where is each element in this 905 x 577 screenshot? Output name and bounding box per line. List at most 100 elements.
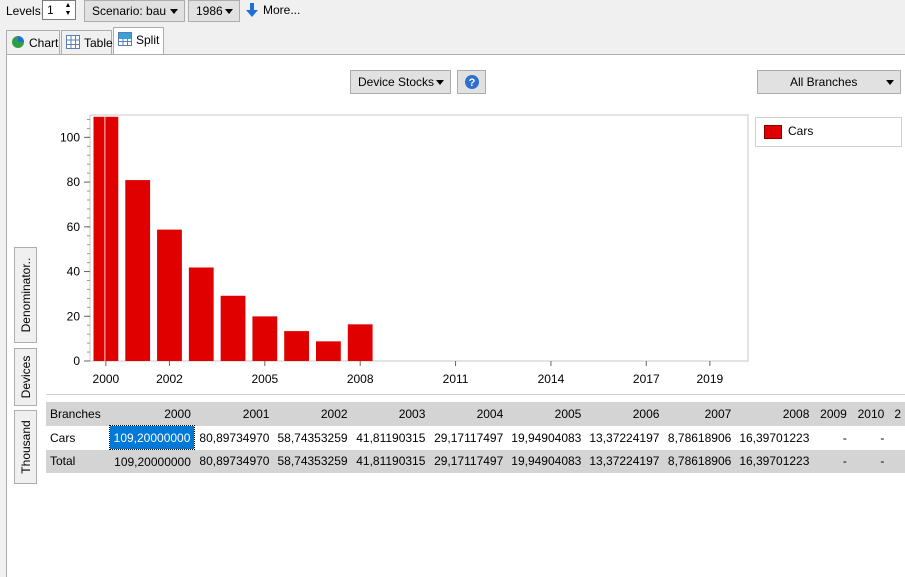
column-header[interactable]: 2010 <box>850 402 889 426</box>
tab-split-label: Split <box>136 33 160 47</box>
bar <box>93 116 119 361</box>
x-tick-label: 2014 <box>538 372 565 386</box>
chevron-down-icon <box>886 80 894 85</box>
levels-value: 1 <box>47 3 54 17</box>
branches-label: All Branches <box>790 75 858 89</box>
row-label-cell[interactable]: Total <box>46 449 110 473</box>
tab-split[interactable]: Split <box>113 27 164 54</box>
table-cell[interactable]: - <box>813 449 851 473</box>
table-cell[interactable]: 41,81190315 <box>351 449 430 473</box>
table-cell[interactable]: 19,94904083 <box>507 425 586 450</box>
y-tick-label: 20 <box>67 309 81 323</box>
bar <box>157 229 182 361</box>
data-table: Branches 2000 2001 2002 2003 2004 2005 2006 2007… <box>46 402 905 473</box>
levels-label: Levels: <box>6 4 45 18</box>
levels-spinner[interactable]: 1 ▲ ▼ <box>42 0 76 20</box>
bar <box>220 295 246 361</box>
table-cell[interactable]: 16,39701223 <box>735 449 814 473</box>
table-cell[interactable]: 13,37224197 <box>585 425 664 450</box>
chevron-down-icon <box>225 9 233 14</box>
more-button[interactable]: More... <box>244 1 308 21</box>
year-dropdown[interactable]: 1986 <box>188 0 240 22</box>
table-cell[interactable]: 109,20000000 <box>109 449 195 473</box>
column-header[interactable]: 2008 <box>735 402 814 426</box>
spinner-arrows-icon[interactable]: ▲ ▼ <box>64 2 72 17</box>
bar <box>125 180 151 361</box>
pie-chart-icon <box>12 36 24 48</box>
table-cell[interactable]: 58,74353259 <box>273 425 352 450</box>
bar <box>188 267 214 361</box>
bar <box>284 331 310 361</box>
bar <box>252 316 278 361</box>
y-tick-label: 0 <box>73 354 80 368</box>
more-label: More... <box>263 3 301 17</box>
table-cell[interactable] <box>888 449 905 473</box>
table-cell[interactable]: 41,81190315 <box>351 425 430 450</box>
chevron-down-icon <box>436 80 444 85</box>
year-label: 1986 <box>196 4 223 18</box>
y-tick-label: 80 <box>67 175 81 189</box>
table-cell[interactable]: 13,37224197 <box>585 449 664 473</box>
split-view-icon <box>118 32 132 46</box>
table-cell[interactable]: 80,89734970 <box>194 425 274 450</box>
divider <box>46 394 905 395</box>
y-tick-label: 40 <box>67 265 81 279</box>
table-cell[interactable]: 58,74353259 <box>273 449 352 473</box>
branches-dropdown[interactable]: All Branches <box>757 70 901 94</box>
table-row: Cars 109,20000000 80,89734970 58,74353259 41… <box>46 425 905 450</box>
table-cell[interactable]: 80,89734970 <box>194 449 274 473</box>
side-tab-denominator[interactable]: Denominator.. <box>14 247 37 343</box>
svg-text:?: ? <box>469 77 476 89</box>
table-icon <box>66 35 80 49</box>
scenario-dropdown[interactable]: Scenario: bau <box>84 0 185 22</box>
table-cell[interactable]: - <box>813 425 851 450</box>
x-tick-label: 2011 <box>443 372 469 386</box>
table-cell[interactable]: 19,94904083 <box>507 449 586 473</box>
table-cell[interactable]: 8,78618906 <box>663 425 736 450</box>
side-tab-thousand-label: Thousand <box>18 420 33 474</box>
bar <box>316 341 341 361</box>
column-header[interactable]: 2004 <box>429 402 508 426</box>
x-tick-label: 2008 <box>347 372 374 386</box>
tab-chart[interactable]: Chart <box>6 30 60 54</box>
legend-label: Cars <box>788 124 814 138</box>
tab-table[interactable]: Table <box>61 30 113 54</box>
table-cell[interactable]: 16,39701223 <box>735 425 814 450</box>
tab-chart-label: Chart <box>29 36 59 50</box>
column-header[interactable]: 2005 <box>507 402 586 426</box>
table-cell[interactable]: 29,17117497 <box>429 425 508 450</box>
table-cell[interactable] <box>888 425 905 450</box>
x-tick-label: 2000 <box>93 372 120 386</box>
tab-table-label: Table <box>84 36 113 50</box>
table-cell[interactable]: 8,78618906 <box>663 449 736 473</box>
variable-dropdown[interactable]: Device Stocks <box>350 70 451 94</box>
column-header[interactable]: 2000 <box>109 402 195 426</box>
column-header[interactable]: 2007 <box>663 402 736 426</box>
side-tab-devices[interactable]: Devices <box>14 348 37 406</box>
x-tick-label: 2017 <box>633 372 660 386</box>
row-label-cell[interactable]: Cars <box>46 425 110 450</box>
column-header[interactable]: 2003 <box>351 402 430 426</box>
table-cell[interactable]: - <box>850 425 889 450</box>
column-header[interactable]: Branches <box>46 402 110 426</box>
y-tick-label: 100 <box>60 130 80 144</box>
y-tick-label: 60 <box>67 220 81 234</box>
column-header[interactable]: 2002 <box>273 402 352 426</box>
chart-legend: Cars <box>755 117 902 147</box>
side-tab-denominator-label: Denominator.. <box>18 257 33 333</box>
legend-swatch <box>764 125 782 139</box>
column-header[interactable]: 2 <box>888 402 905 426</box>
toolbar: Levels: 1 ▲ ▼ Scenario: bau 1986 More... <box>0 0 905 24</box>
plot-area <box>89 114 749 362</box>
column-header[interactable]: 2009 <box>813 402 851 426</box>
table-cell[interactable]: - <box>850 449 889 473</box>
help-button[interactable]: ? <box>457 70 486 94</box>
table-total-row: Total 109,20000000 80,89734970 58,74353259 4… <box>46 449 905 473</box>
x-tick-label: 2019 <box>697 372 724 386</box>
side-tab-thousand[interactable]: Thousand <box>14 410 37 484</box>
table-header-row: Branches 2000 2001 2002 2003 2004 2005 2006 2007… <box>46 402 905 426</box>
table-cell[interactable]: 29,17117497 <box>429 449 508 473</box>
table-cell[interactable]: 109,20000000 <box>108 425 196 450</box>
column-header[interactable]: 2001 <box>194 402 274 426</box>
column-header[interactable]: 2006 <box>585 402 664 426</box>
